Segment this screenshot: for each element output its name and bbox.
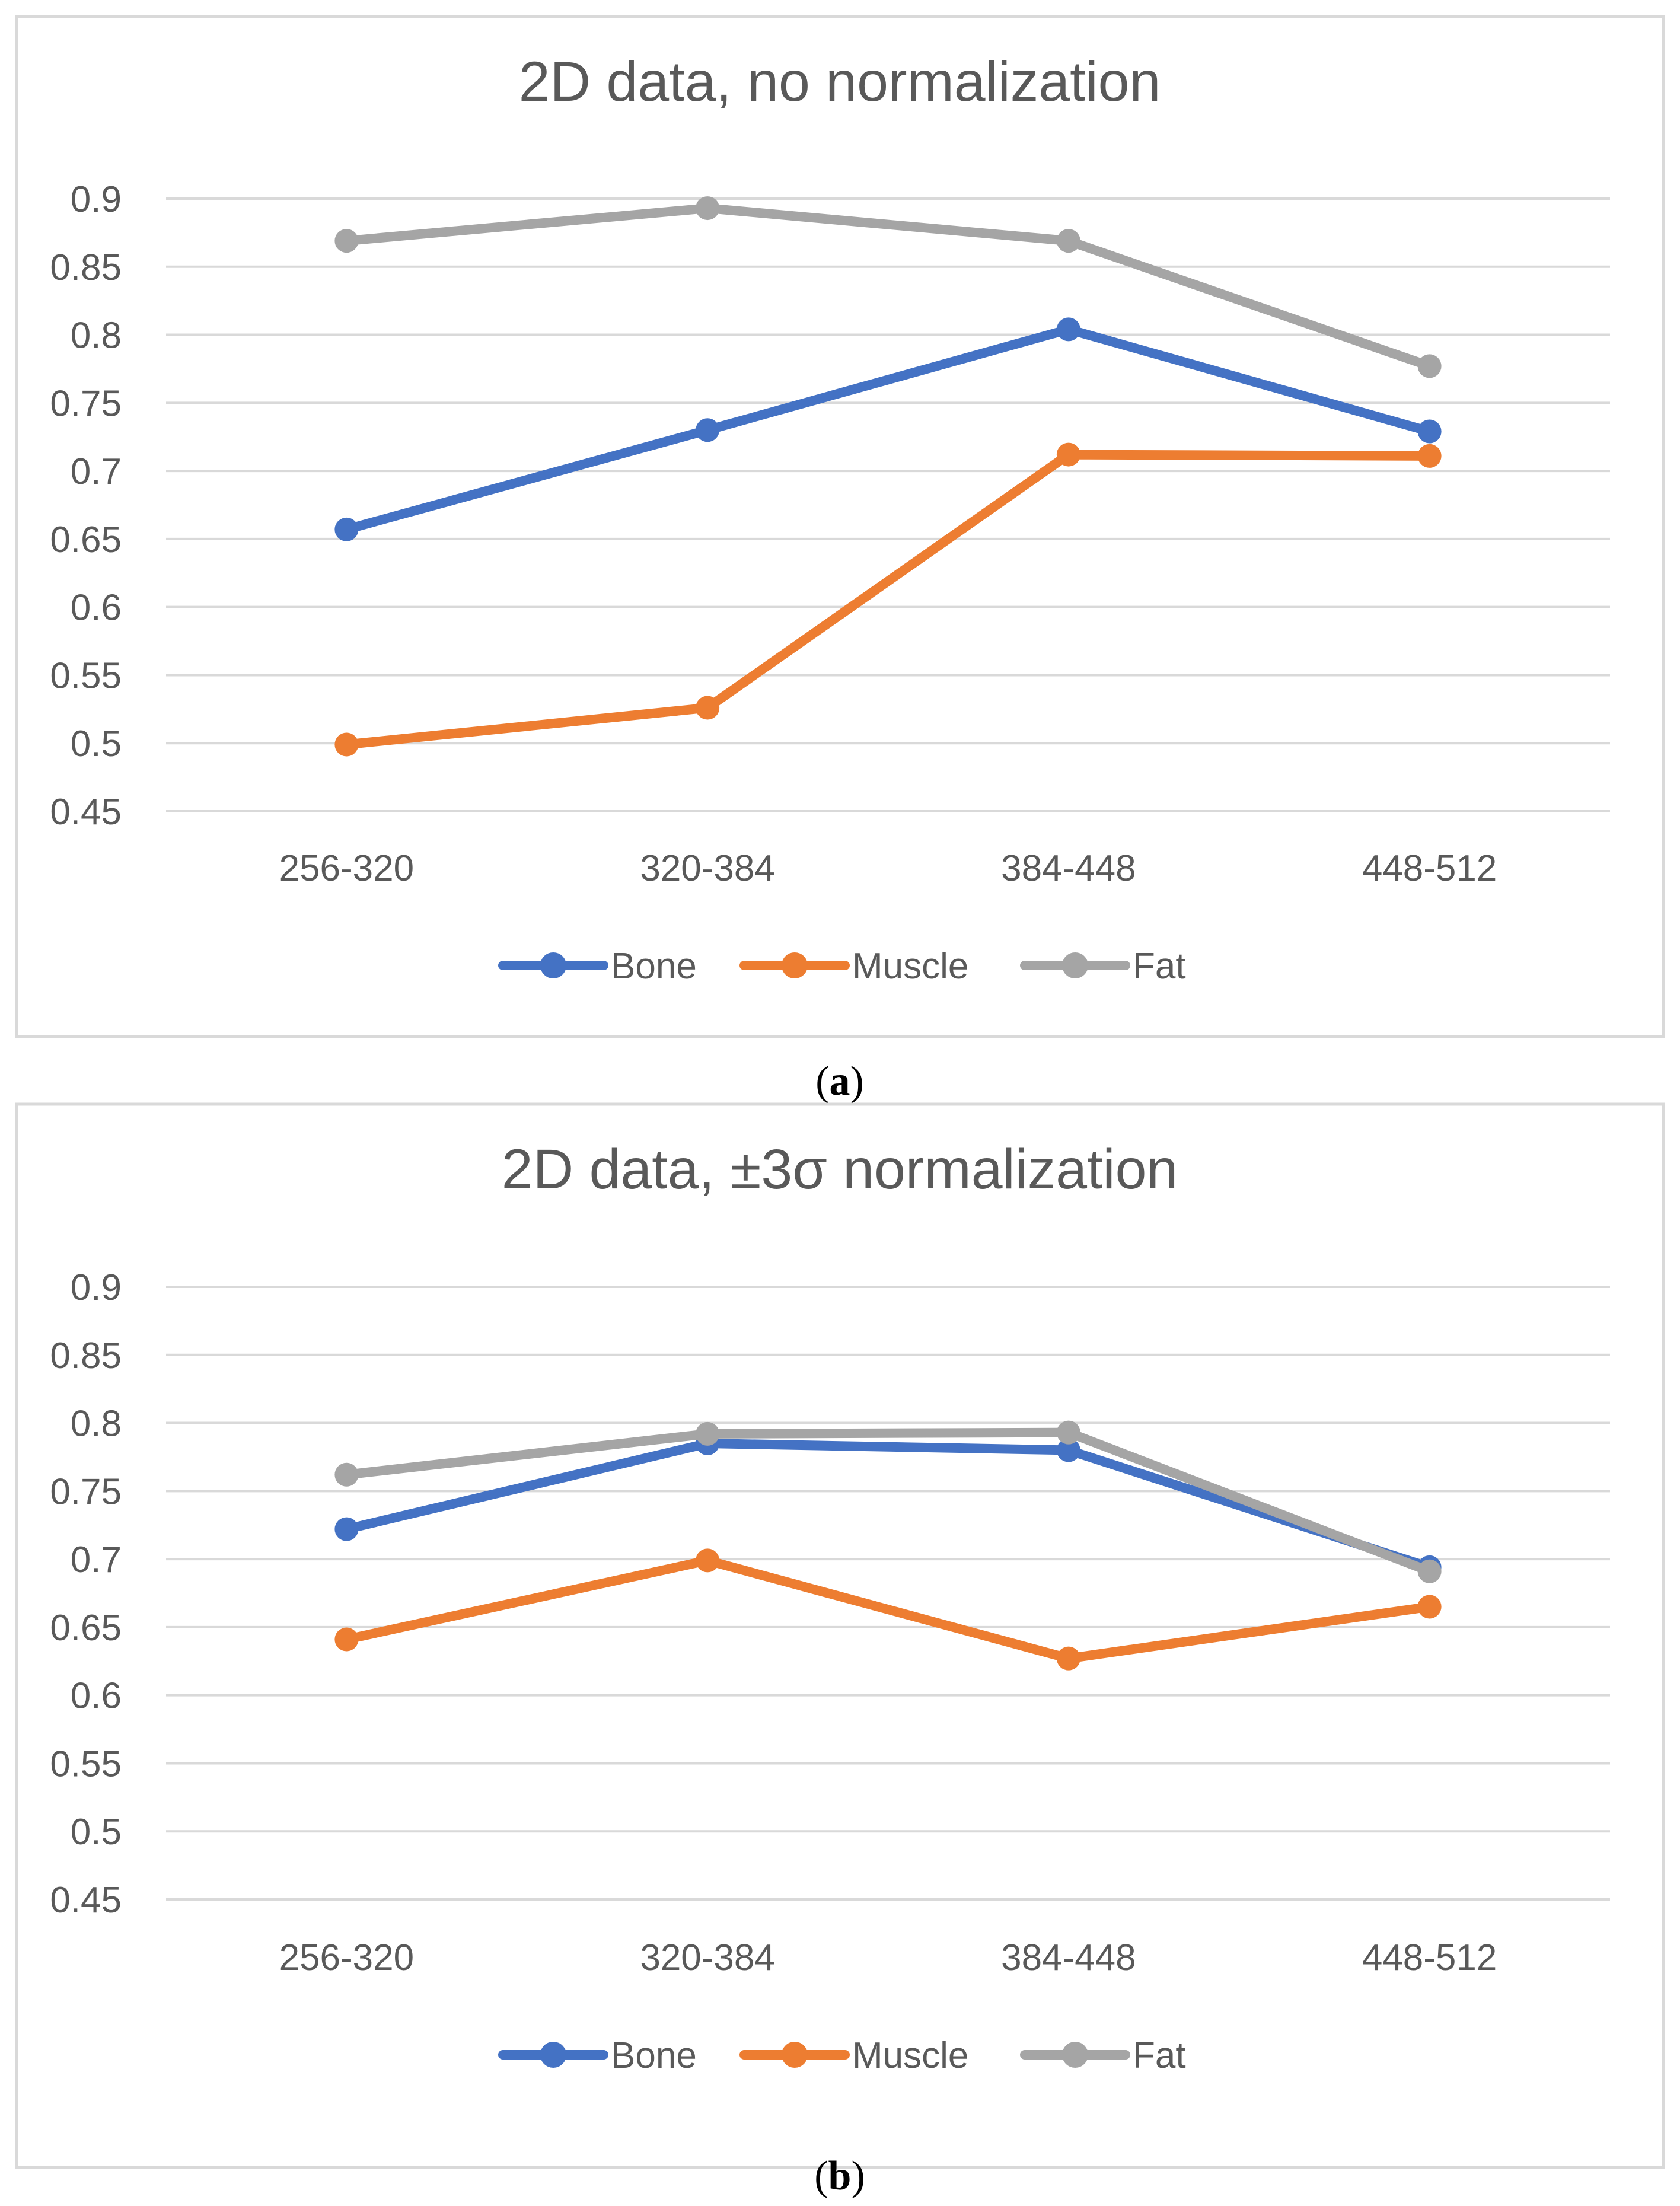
legend-marker	[782, 952, 808, 978]
data-point-muscle	[1417, 444, 1442, 468]
legend-label: Fat	[1133, 946, 1186, 987]
legend-item-bone: Bone	[498, 2035, 697, 2076]
legend-marker	[782, 2042, 808, 2068]
legend-label: Bone	[611, 2035, 697, 2076]
legend-item-fat: Fat	[1020, 2035, 1186, 2076]
y-tick-label: 0.55	[50, 1743, 122, 1784]
data-point-fat	[696, 196, 720, 221]
panel-frame	[15, 15, 1665, 1038]
legend-item-muscle: Muscle	[739, 2035, 968, 2076]
y-tick-label: 0.9	[71, 1267, 122, 1308]
data-point-fat	[696, 1421, 720, 1446]
panel-frame	[15, 1102, 1665, 2169]
y-tick-label: 0.85	[50, 247, 122, 288]
y-tick-label: 0.45	[50, 792, 122, 833]
legend: Bone Muscle Fat	[498, 946, 1186, 987]
data-point-fat	[1417, 354, 1442, 378]
chart-panel-a: 2D data, no normalization0.90.850.80.750…	[15, 15, 1665, 1104]
y-tick-label: 0.45	[50, 1880, 122, 1921]
y-tick-label: 0.6	[71, 1676, 122, 1717]
legend-item-bone: Bone	[498, 946, 697, 987]
data-point-fat	[334, 1462, 359, 1487]
chart-title: 2D data, ±3σ normalization	[502, 1138, 1178, 1201]
x-tick-label: 256-320	[279, 1937, 415, 1978]
chart-panel-b: 2D data, ±3σ normalization 0.9 0.85 0.8 0.75…	[15, 1102, 1665, 2199]
y-axis: 0.9 0.85 0.8 0.75 0.7 0.65 0.6 0.55 0.5 0.45	[50, 1267, 1610, 1921]
legend-label: Fat	[1133, 2035, 1186, 2076]
data-point-fat	[1417, 1559, 1442, 1583]
y-tick-label: 0.5	[71, 1812, 122, 1853]
data-point-fat	[1056, 229, 1080, 253]
series-muscle	[334, 442, 1442, 757]
y-tick-label: 0.65	[50, 1608, 122, 1649]
data-point-bone	[696, 418, 720, 442]
y-tick-label: 0.6	[71, 588, 122, 629]
legend-marker	[1062, 952, 1088, 978]
y-tick-label: 0.9	[71, 179, 122, 220]
y-axis: 0.9 0.85 0.8 0.75 0.7 0.65 0.6 0.55 0.5 0.45	[50, 179, 1610, 833]
series-line-fat	[342, 203, 1434, 371]
series-line-bone	[342, 1438, 1434, 1572]
data-point-muscle	[696, 1548, 720, 1573]
series-muscle	[334, 1548, 1442, 1671]
y-tick-label: 0.7	[71, 1539, 122, 1580]
legend-label: Muscle	[852, 2035, 968, 2076]
legend-item-fat: Fat	[1020, 946, 1186, 987]
legend-label: Muscle	[852, 946, 968, 987]
x-tick-label: 320-384	[640, 1937, 775, 1978]
series-bone	[334, 317, 1442, 541]
x-tick-label: 320-384	[640, 848, 775, 889]
data-point-fat	[1056, 1420, 1080, 1445]
y-tick-label: 0.65	[50, 519, 122, 560]
data-point-fat	[334, 229, 359, 253]
data-point-muscle	[1417, 1595, 1442, 1619]
data-point-bone	[1056, 317, 1080, 342]
data-point-muscle	[334, 1627, 359, 1652]
y-tick-label: 0.75	[50, 1471, 122, 1512]
legend-marker	[540, 2042, 566, 2068]
y-tick-label: 0.7	[71, 451, 122, 492]
data-point-bone	[1417, 419, 1442, 444]
x-axis: 256-320 320-384 384-448 448-512	[279, 848, 1497, 889]
y-tick-label: 0.85	[50, 1335, 122, 1376]
x-tick-label: 384-448	[1001, 1937, 1136, 1978]
series-line-bone	[342, 324, 1434, 534]
figure-caption: (a)	[815, 1059, 864, 1104]
x-tick-label: 448-512	[1362, 848, 1497, 889]
x-axis: 256-320 320-384 384-448 448-512	[279, 1937, 1497, 1978]
series-line-muscle	[342, 1555, 1434, 1663]
legend-marker	[540, 952, 566, 978]
data-point-muscle	[1056, 1646, 1080, 1671]
series-line-muscle	[342, 450, 1434, 750]
data-point-muscle	[1056, 442, 1080, 467]
data-point-bone	[334, 1517, 359, 1541]
legend: Bone Muscle Fat	[498, 2035, 1186, 2076]
series-line-fat	[342, 1427, 1434, 1576]
legend-item-muscle: Muscle	[739, 946, 968, 987]
y-tick-label: 0.75	[50, 383, 122, 424]
x-tick-label: 384-448	[1001, 848, 1136, 889]
chart-title: 2D data, no normalization	[519, 50, 1161, 113]
legend-marker	[1062, 2042, 1088, 2068]
y-tick-label: 0.5	[71, 723, 122, 764]
data-point-muscle	[696, 696, 720, 720]
y-tick-label: 0.8	[71, 1404, 122, 1445]
series-fat	[334, 1420, 1442, 1583]
x-tick-label: 448-512	[1362, 1937, 1497, 1978]
legend-label: Bone	[611, 946, 697, 987]
figure-caption: (b)	[814, 2153, 865, 2199]
data-point-muscle	[334, 732, 359, 757]
data-point-bone	[334, 517, 359, 541]
x-tick-label: 256-320	[279, 848, 415, 889]
series-fat	[334, 196, 1442, 378]
data-point-bone	[1056, 1438, 1080, 1462]
y-tick-label: 0.55	[50, 655, 122, 696]
y-tick-label: 0.8	[71, 315, 122, 356]
